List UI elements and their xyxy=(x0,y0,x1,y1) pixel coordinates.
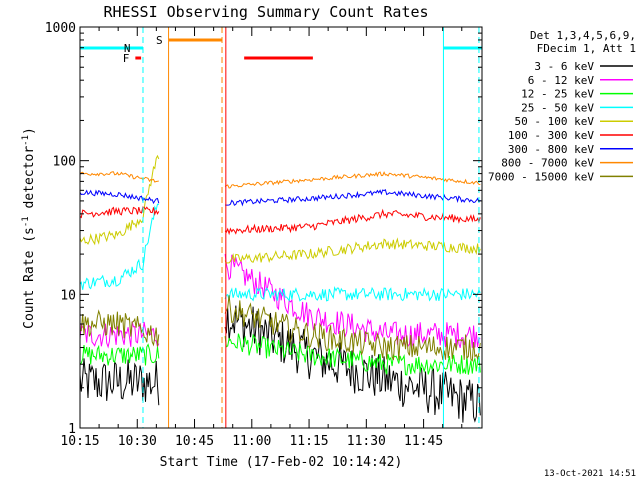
series-line-9-segment-1 xyxy=(79,309,160,347)
series-line-9-segment-2 xyxy=(224,295,481,362)
series-line-4-segment-2 xyxy=(224,285,481,302)
flag-bars: NF S xyxy=(80,34,482,65)
series-line-4-segment-1 xyxy=(79,203,159,290)
x-tick-label-0: 10:15 xyxy=(60,434,99,449)
series-line-8-segment-1 xyxy=(79,171,159,183)
x-tick-label-2: 10:45 xyxy=(175,434,214,449)
x-tick-label-1: 10:30 xyxy=(118,434,157,449)
series-line-3-segment-1 xyxy=(79,343,160,366)
legend-label-5: 50 - 100 keV xyxy=(515,115,595,128)
x-tick-label-5: 11:30 xyxy=(347,434,386,449)
series-line-7-segment-2 xyxy=(225,189,481,207)
legend-label-4: 25 - 50 keV xyxy=(521,101,594,114)
legend-header-1: Det 1,3,4,5,6,9, xyxy=(530,29,636,42)
plot-frame xyxy=(79,26,483,429)
legend-label-3: 12 - 25 keV xyxy=(521,88,594,101)
legend-label-7: 300 - 800 keV xyxy=(508,143,594,156)
x-tick-label-6: 11:45 xyxy=(404,434,443,449)
series-line-7-segment-1 xyxy=(79,189,160,205)
series-line-6-segment-2 xyxy=(224,208,481,236)
y-axis-ticks: 1 10 100 1000 xyxy=(45,21,482,437)
legend-label-2: 6 - 12 keV xyxy=(528,74,595,87)
y-tick-label-3: 1000 xyxy=(45,21,76,36)
series-line-6-segment-1 xyxy=(79,206,160,219)
flag-label-3: F xyxy=(123,52,130,65)
chart-title: RHESSI Observing Summary Count Rates xyxy=(103,3,428,21)
x-axis-ticks: 10:15 10:30 10:45 11:00 11:15 11:30 11:45 xyxy=(60,27,463,449)
legend-label-6: 100 - 300 keV xyxy=(508,129,594,142)
legend-label-9: 7000 - 15000 keV xyxy=(488,170,594,183)
timestamp: 13-Oct-2021 14:51 xyxy=(544,469,636,479)
x-tick-label-4: 11:15 xyxy=(289,434,328,449)
legend-header-2: FDecim 1, Att 1 xyxy=(537,42,636,55)
y-axis-title-part-1: Count Rate (s xyxy=(22,227,37,329)
flag-label-2: N xyxy=(124,42,131,55)
series-line-5-segment-2 xyxy=(224,237,481,264)
plot-area xyxy=(79,154,481,423)
y-tick-label-2: 100 xyxy=(53,155,76,170)
y-axis-title-part-3: ) xyxy=(22,127,37,135)
x-tick-label-3: 11:00 xyxy=(232,434,271,449)
y-tick-label-1: 10 xyxy=(60,288,76,303)
series-line-3-segment-2 xyxy=(224,333,481,376)
legend-label-8: 800 - 7000 keV xyxy=(501,157,594,170)
y-axis-title: Count Rate (s-1 detector-1) xyxy=(21,127,37,329)
y-axis-title-sup-2: -1 xyxy=(21,135,31,146)
legend-label-1: 3 - 6 keV xyxy=(534,60,594,73)
series-line-8-segment-2 xyxy=(224,171,481,189)
y-axis-title-sup-1: -1 xyxy=(21,216,31,227)
y-tick-label-0: 1 xyxy=(68,422,76,437)
y-axis-title-part-2: detector xyxy=(22,146,37,217)
series-line-1-segment-1 xyxy=(79,358,160,406)
series-line-5-segment-1 xyxy=(79,154,160,246)
series-line-2-segment-2 xyxy=(224,254,481,348)
event-lines xyxy=(142,27,480,428)
series-line-2-segment-1 xyxy=(79,321,160,349)
flag-label-4: S xyxy=(156,34,163,47)
x-axis-title: Start Time (17-Feb-02 10:14:42) xyxy=(160,455,403,470)
